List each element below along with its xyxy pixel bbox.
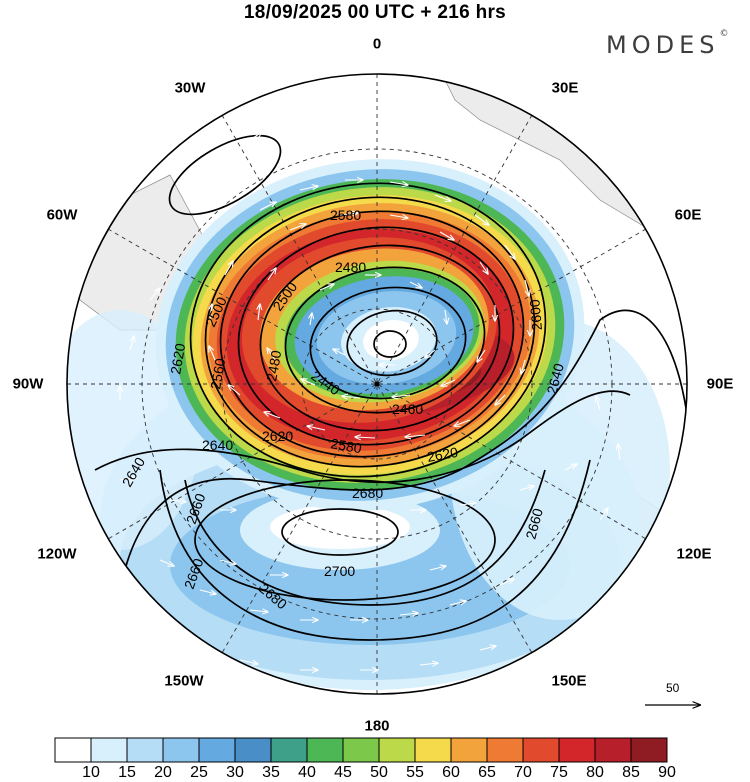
colorbar xyxy=(54,737,668,763)
contour-label: 2620 xyxy=(167,342,188,376)
contour-label: 2560 xyxy=(207,357,228,391)
colorbar-swatch xyxy=(414,737,452,763)
colorbar-swatch xyxy=(54,737,92,763)
map-title: 18/09/2025 00 UTC + 216 hrs xyxy=(243,2,507,23)
contour-label: 2620 xyxy=(262,428,293,444)
contour-label: 2620 xyxy=(426,444,460,465)
brand-logo: MODES© xyxy=(606,29,729,59)
colorbar-swatch xyxy=(594,737,632,763)
lon-label-60w: 60W xyxy=(46,206,78,224)
pole-marker xyxy=(374,381,380,387)
colorbar-swatch xyxy=(126,737,164,763)
colorbar-tick-label: 15 xyxy=(118,764,136,781)
contour-label: 2660 xyxy=(522,506,546,540)
colorbar-tick-label: 70 xyxy=(514,764,532,781)
colorbar-tick-label: 90 xyxy=(658,764,676,781)
contour-label: 2680 xyxy=(352,485,383,501)
colorbar-tick-label: 45 xyxy=(334,764,352,781)
colorbar-swatch xyxy=(522,737,560,763)
lon-label-180: 180 xyxy=(364,717,390,735)
colorbar-swatch xyxy=(630,737,668,763)
colorbar-tick-label: 85 xyxy=(622,764,640,781)
reference-vector-label: 50 xyxy=(666,681,680,695)
lon-label-90e: 90E xyxy=(706,375,734,393)
map-field: 2580 2480 2500 2500 2600 2620 2560 2480 … xyxy=(67,74,687,694)
lon-label-120e: 120E xyxy=(676,545,712,563)
colorbar-tick-label: 55 xyxy=(406,764,424,781)
contour-label: 2480 xyxy=(335,259,366,275)
colorbar-tick-label: 35 xyxy=(262,764,280,781)
lon-label-30e: 30E xyxy=(551,79,579,97)
contour-label: 2600 xyxy=(526,298,545,331)
colorbar-tick-label: 80 xyxy=(586,764,604,781)
contour-label: 2580 xyxy=(330,207,361,223)
contour-label: 2460 xyxy=(392,401,423,417)
lon-label-0: 0 xyxy=(372,35,382,53)
contour-label: 2700 xyxy=(324,563,355,579)
contour-label: 2480 xyxy=(263,349,284,383)
colorbar-tick-label: 50 xyxy=(370,764,388,781)
colorbar-tick-label: 25 xyxy=(190,764,208,781)
colorbar-tick-label: 30 xyxy=(226,764,244,781)
contour-label: 2580 xyxy=(329,435,363,456)
colorbar-tick-label: 20 xyxy=(154,764,172,781)
colorbar-swatch xyxy=(378,737,416,763)
colorbar-swatch xyxy=(90,737,128,763)
map-border xyxy=(66,73,688,695)
contour-label: 2640 xyxy=(202,437,233,453)
colorbar-swatch xyxy=(306,737,344,763)
lon-label-150e: 150E xyxy=(551,672,587,690)
lon-label-150w: 150W xyxy=(164,672,204,690)
colorbar-swatch xyxy=(234,737,272,763)
colorbar-swatch xyxy=(558,737,596,763)
lon-label-90w: 90W xyxy=(12,375,44,393)
colorbar-swatch xyxy=(486,737,524,763)
lon-label-60e: 60E xyxy=(674,206,702,224)
lon-label-30w: 30W xyxy=(174,79,206,97)
colorbar-tick-label: 60 xyxy=(442,764,460,781)
colorbar-tick-label: 10 xyxy=(82,764,100,781)
colorbar-tick-label: 65 xyxy=(478,764,496,781)
colorbar-swatch xyxy=(270,737,308,763)
colorbar-swatch xyxy=(162,737,200,763)
wind-vectors xyxy=(120,100,620,670)
colorbar-tick-label: 75 xyxy=(550,764,568,781)
contour-label: 2640 xyxy=(543,361,567,395)
lon-label-120w: 120W xyxy=(37,545,77,563)
colorbar-tick-label: 40 xyxy=(298,764,316,781)
colorbar-swatch xyxy=(342,737,380,763)
colorbar-swatch xyxy=(198,737,236,763)
colorbar-swatch xyxy=(450,737,488,763)
